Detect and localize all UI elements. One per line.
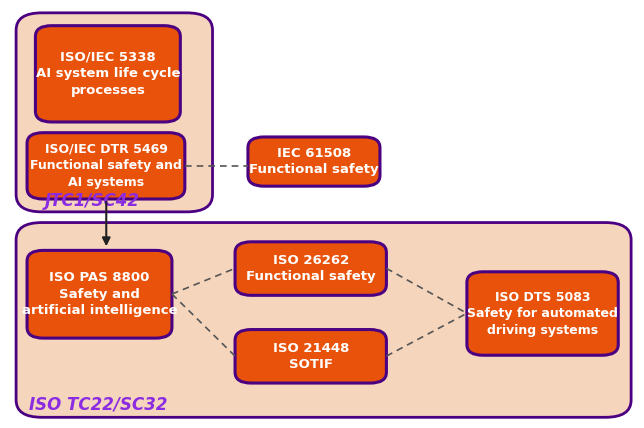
Text: ISO TC22/SC32: ISO TC22/SC32 (29, 396, 167, 414)
FancyBboxPatch shape (248, 137, 380, 186)
Text: ISO 21448
SOTIF: ISO 21448 SOTIF (272, 342, 349, 371)
FancyBboxPatch shape (27, 250, 172, 338)
Text: ISO 26262
Functional safety: ISO 26262 Functional safety (246, 254, 375, 283)
FancyBboxPatch shape (27, 133, 185, 199)
Text: ISO DTS 5083
Safety for automated
driving systems: ISO DTS 5083 Safety for automated drivin… (467, 291, 618, 336)
FancyBboxPatch shape (235, 242, 386, 295)
FancyBboxPatch shape (467, 272, 618, 355)
FancyBboxPatch shape (16, 223, 631, 417)
FancyBboxPatch shape (235, 330, 386, 383)
FancyBboxPatch shape (16, 13, 213, 212)
Text: ISO PAS 8800
Safety and
artificial intelligence: ISO PAS 8800 Safety and artificial intel… (22, 271, 177, 317)
Text: IEC 61508
Functional safety: IEC 61508 Functional safety (249, 147, 379, 176)
Text: ISO/IEC 5338
AI system life cycle
processes: ISO/IEC 5338 AI system life cycle proces… (35, 51, 180, 97)
Text: ISO/IEC DTR 5469
Functional safety and
AI systems: ISO/IEC DTR 5469 Functional safety and A… (30, 143, 182, 189)
FancyBboxPatch shape (35, 26, 180, 122)
Text: JTC1/SC42: JTC1/SC42 (45, 192, 140, 210)
